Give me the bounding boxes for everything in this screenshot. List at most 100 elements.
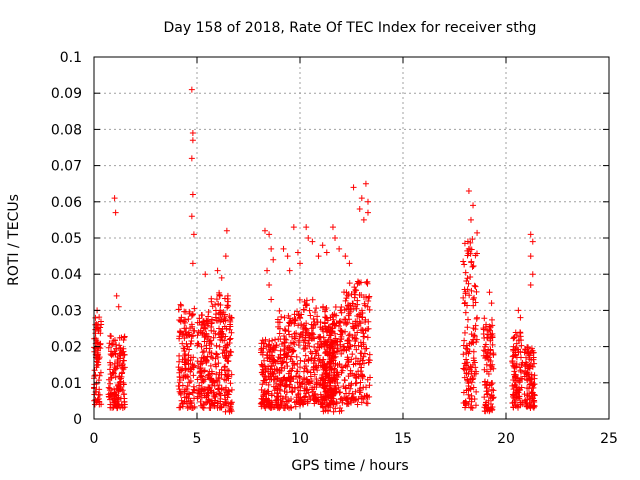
data-point bbox=[290, 339, 297, 346]
data-point bbox=[469, 376, 476, 383]
data-point bbox=[359, 314, 366, 321]
data-point bbox=[92, 314, 99, 321]
data-point bbox=[291, 340, 298, 347]
data-point bbox=[185, 360, 192, 367]
data-point bbox=[509, 357, 516, 364]
data-point bbox=[287, 318, 294, 325]
data-point bbox=[186, 346, 193, 353]
data-point bbox=[364, 334, 371, 341]
x-tick-label: 25 bbox=[600, 431, 618, 447]
data-point bbox=[262, 404, 269, 411]
data-point bbox=[366, 351, 373, 358]
data-point bbox=[107, 380, 114, 387]
data-point bbox=[470, 302, 477, 309]
data-point bbox=[194, 376, 201, 383]
data-point bbox=[323, 339, 330, 346]
data-point bbox=[358, 343, 365, 350]
data-point bbox=[216, 369, 223, 376]
data-point bbox=[119, 387, 126, 394]
data-point bbox=[349, 351, 356, 358]
data-point bbox=[350, 361, 357, 368]
y-tick-label: 0.08 bbox=[51, 122, 82, 138]
data-point bbox=[461, 366, 468, 373]
data-point bbox=[363, 384, 370, 391]
data-point bbox=[301, 385, 308, 392]
data-point bbox=[110, 351, 117, 358]
data-point bbox=[106, 387, 113, 394]
data-point bbox=[332, 374, 339, 381]
data-point bbox=[363, 279, 370, 286]
data-point bbox=[322, 308, 329, 315]
data-point bbox=[337, 327, 344, 334]
data-point bbox=[470, 202, 477, 209]
data-point bbox=[307, 369, 314, 376]
data-point bbox=[198, 372, 205, 379]
data-point bbox=[181, 308, 188, 315]
data-point bbox=[189, 260, 196, 267]
data-point bbox=[469, 236, 476, 243]
data-point bbox=[510, 352, 517, 359]
data-point bbox=[304, 377, 311, 384]
data-point bbox=[205, 313, 212, 320]
data-point bbox=[303, 381, 310, 388]
data-point bbox=[336, 318, 343, 325]
data-point bbox=[280, 332, 287, 339]
data-point bbox=[116, 379, 123, 386]
data-point bbox=[316, 344, 323, 351]
data-point bbox=[217, 302, 224, 309]
data-point bbox=[295, 397, 302, 404]
data-point bbox=[510, 376, 517, 383]
data-point bbox=[282, 394, 289, 401]
data-point bbox=[323, 328, 330, 335]
data-point bbox=[302, 326, 309, 333]
data-point bbox=[365, 359, 372, 366]
data-point bbox=[265, 368, 272, 375]
data-point bbox=[319, 376, 326, 383]
data-point bbox=[513, 361, 520, 368]
data-point bbox=[266, 231, 273, 238]
data-point bbox=[309, 238, 316, 245]
data-point bbox=[366, 306, 373, 313]
data-point bbox=[352, 355, 359, 362]
data-point bbox=[525, 364, 532, 371]
data-point bbox=[295, 322, 302, 329]
data-point bbox=[473, 388, 480, 395]
data-point bbox=[468, 287, 475, 294]
data-point bbox=[488, 316, 495, 323]
data-point bbox=[117, 395, 124, 402]
data-point bbox=[358, 195, 365, 202]
data-point bbox=[343, 347, 350, 354]
data-point bbox=[352, 291, 359, 298]
data-point bbox=[223, 227, 230, 234]
data-point bbox=[351, 284, 358, 291]
data-point bbox=[314, 313, 321, 320]
data-point bbox=[341, 343, 348, 350]
data-point bbox=[223, 389, 230, 396]
data-point bbox=[473, 288, 480, 295]
data-point bbox=[336, 408, 343, 415]
data-point bbox=[205, 371, 212, 378]
data-point bbox=[226, 326, 233, 333]
data-point bbox=[471, 332, 478, 339]
data-point bbox=[112, 209, 119, 216]
data-point bbox=[338, 303, 345, 310]
data-point bbox=[297, 364, 304, 371]
y-tick-label: 0 bbox=[73, 412, 82, 428]
data-point bbox=[356, 206, 363, 213]
data-point bbox=[351, 397, 358, 404]
data-point bbox=[320, 375, 327, 382]
data-point bbox=[286, 397, 293, 404]
data-point bbox=[468, 331, 475, 338]
data-point bbox=[176, 329, 183, 336]
data-point bbox=[326, 347, 333, 354]
data-point bbox=[184, 382, 191, 389]
data-point bbox=[463, 387, 470, 394]
data-point bbox=[524, 377, 531, 384]
data-point bbox=[208, 354, 215, 361]
data-point bbox=[518, 368, 525, 375]
data-point bbox=[348, 356, 355, 363]
data-point bbox=[264, 267, 271, 274]
data-point bbox=[270, 383, 277, 390]
data-point bbox=[96, 372, 103, 379]
data-point bbox=[297, 331, 304, 338]
